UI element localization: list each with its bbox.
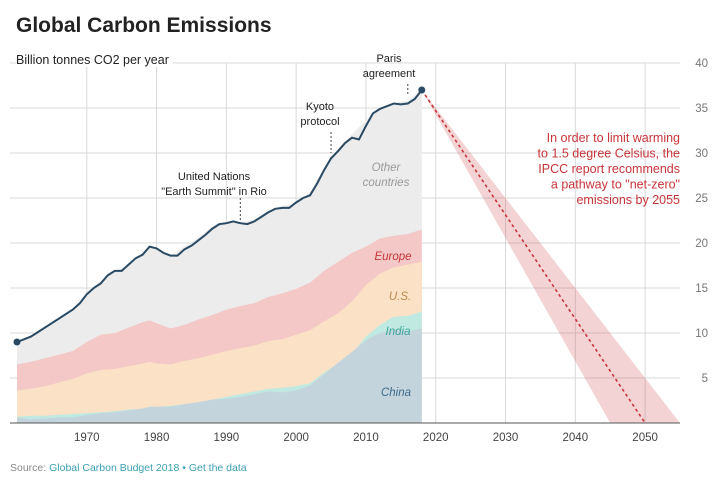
chart-subtitle: Billion tonnes CO2 per year — [16, 53, 173, 67]
y-tick-label: 5 — [702, 373, 708, 385]
x-tick-label: 2010 — [353, 432, 379, 444]
x-tick-label: 2000 — [283, 432, 309, 444]
x-tick-label: 1990 — [214, 432, 240, 444]
projection-line — [421, 89, 646, 424]
annotation-paris: Paris agreement — [363, 53, 416, 80]
y-tick-label: 40 — [695, 58, 708, 70]
label-other-countries: Other countries — [363, 162, 410, 189]
x-tick-label: 2040 — [563, 432, 589, 444]
annotation-kyoto: Kyoto protocol — [300, 101, 339, 128]
annotation-earth-summit: United Nations "Earth Summit" in Rio — [161, 171, 267, 198]
y-tick-label: 25 — [695, 193, 708, 205]
area-china — [16, 328, 422, 423]
source-line: Source: Global Carbon Budget 2018 • Get … — [10, 462, 247, 474]
y-tick-label: 20 — [695, 238, 708, 250]
source-link[interactable]: Global Carbon Budget 2018 — [49, 462, 180, 474]
label-china: China — [381, 387, 411, 399]
source-separator: • — [179, 462, 189, 474]
y-tick-label: 10 — [695, 328, 708, 340]
label-europe: Europe — [374, 251, 411, 263]
y-tick-label: 30 — [695, 148, 708, 160]
y-tick-label: 15 — [695, 283, 708, 295]
y-tick-label: 35 — [695, 103, 708, 115]
projection-band — [421, 90, 680, 423]
label-india: India — [386, 326, 411, 338]
source-prefix: Source: — [10, 462, 50, 474]
chart-title: Global Carbon Emissions — [16, 14, 272, 37]
total-line — [16, 89, 423, 343]
ipcc-callout: In order to limit warming to 1.5 degree C… — [538, 131, 681, 207]
x-tick-label: 2050 — [632, 432, 658, 444]
x-tick-label: 2030 — [493, 432, 519, 444]
start-point — [13, 338, 21, 346]
x-tick-label: 1970 — [74, 432, 100, 444]
end-point — [418, 86, 426, 94]
x-tick-label: 2020 — [423, 432, 449, 444]
get-data-link[interactable]: Get the data — [188, 462, 247, 474]
label-us: U.S. — [389, 291, 411, 303]
x-tick-label: 1980 — [144, 432, 170, 444]
